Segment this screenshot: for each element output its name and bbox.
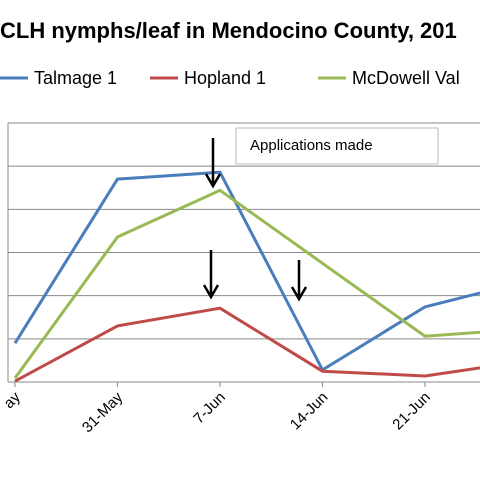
legend-label: Talmage 1 xyxy=(34,68,117,88)
x-tick-label: 7-Jun xyxy=(190,389,229,428)
arrows xyxy=(202,138,308,302)
series-line xyxy=(14,306,480,383)
x-tick-label: 21-Jun xyxy=(389,389,433,433)
annotation-box xyxy=(235,127,439,165)
legend-label: McDowell Val xyxy=(352,68,460,88)
x-tick-label: 31-May xyxy=(79,388,127,436)
series-line xyxy=(13,170,480,373)
x-tick-label: 14-Jun xyxy=(287,389,331,433)
annotation: Applications made xyxy=(250,137,373,154)
x-tick-label: ay xyxy=(1,388,25,412)
legend-label: Hopland 1 xyxy=(184,68,266,88)
chart-title: CLH nymphs/leaf in Mendocino County, 201 xyxy=(0,18,457,43)
series-line xyxy=(13,188,480,379)
